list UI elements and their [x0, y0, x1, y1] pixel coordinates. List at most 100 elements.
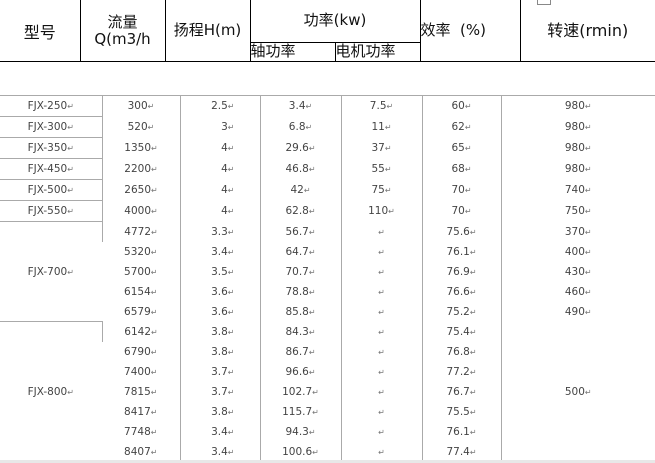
pump-spec-table: FJX-250 300 2.5 3.4 7.5 60 980 FJX-300 520 3 6.8 11…	[0, 95, 655, 462]
speed-cell-value: 980	[565, 163, 592, 175]
efficiency-cell-value: 65	[451, 142, 471, 154]
motor-power-cell-value: 75	[371, 184, 391, 196]
shaft-power-cell-value: 78.8	[285, 286, 315, 298]
head-cell-value: 3.4	[211, 246, 234, 258]
table-row: 6579 3.6 85.8 75.2 490	[0, 301, 655, 322]
motor-power-cell-value	[378, 366, 385, 378]
efficiency-cell: 77.4	[421, 441, 501, 462]
efficiency-cell-value: 75.2	[446, 306, 476, 318]
motor-power-cell-value	[378, 266, 385, 278]
motor-power-cell: 75	[340, 179, 422, 201]
shaft-power-cell: 85.8	[259, 301, 341, 322]
shaft-power-cell-value: 96.6	[285, 366, 315, 378]
motor-power-cell	[340, 341, 422, 362]
efficiency-cell: 60	[421, 95, 501, 117]
flow-cell: 6790	[102, 342, 180, 362]
head-cell-value: 3.6	[211, 306, 234, 318]
shaft-power-cell: 56.7	[259, 221, 341, 242]
head-cell: 3.8	[179, 341, 260, 362]
model-cell: FJX-800	[0, 321, 102, 462]
head-cell-value: 4	[221, 184, 234, 196]
flow-cell-value: 6154	[124, 286, 157, 298]
speed-cell-value: 750	[565, 205, 592, 217]
shaft-power-cell-value: 42	[290, 184, 310, 196]
head-cell-value: 3.8	[211, 326, 234, 338]
efficiency-cell-value: 60	[451, 100, 471, 112]
flow-cell: 2200	[101, 158, 180, 180]
table-row: 5320 3.4 64.7 76.1 400	[0, 241, 655, 262]
flow-cell: 8417	[102, 402, 180, 422]
flow-cell-value: 7815	[124, 386, 157, 398]
shaft-power-cell-value: 84.3	[285, 326, 315, 338]
flow-cell-value: 5700	[124, 266, 157, 278]
flow-cell-value: 7748	[124, 426, 157, 438]
model-cell-value: FJX-800	[28, 386, 74, 398]
head-cell-value: 4	[221, 205, 234, 217]
flow-cell: 7815	[102, 382, 180, 402]
motor-power-cell-value: 110	[368, 205, 395, 217]
shaft-power-cell-value: 56.7	[285, 226, 315, 238]
speed-cell-value: 400	[565, 246, 592, 258]
efficiency-cell-value: 70	[451, 184, 471, 196]
speed-cell: 400	[500, 241, 655, 262]
head-cell-value: 3.8	[211, 406, 234, 418]
model-cell-value: FJX-500	[28, 184, 74, 196]
model-cell: FJX-300	[0, 116, 102, 138]
efficiency-cell: 75.4	[421, 321, 501, 342]
head-cell: 3.8	[179, 401, 260, 422]
speed-cell: 430	[500, 261, 655, 282]
header-table: 型号 流量 Q(m3/h 扬程H(m) 功率(kw) 效率 (%) 转速(rmin…	[0, 0, 655, 61]
efficiency-cell-value: 75.6	[446, 226, 476, 238]
flow-cell: 2650	[101, 179, 180, 201]
head-cell-value: 3.4	[211, 426, 234, 438]
flow-cell: 4772	[101, 221, 180, 242]
motor-power-cell: 7.5	[340, 95, 422, 117]
motor-power-cell: 55	[340, 158, 422, 180]
flow-cell-value: 300	[128, 100, 155, 112]
motor-power-cell-value: 55	[371, 163, 391, 175]
header-flow-line1: 流量	[107, 12, 138, 31]
efficiency-cell-value: 76.9	[446, 266, 476, 278]
shaft-power-cell: 3.4	[259, 95, 341, 117]
table-row: 5700 3.5 70.7 76.9 430	[0, 261, 655, 282]
motor-power-cell-value	[378, 306, 385, 318]
motor-power-cell: 37	[340, 137, 422, 159]
speed-cell: 740	[500, 179, 655, 201]
table-row: FJX-300 520 3 6.8 11 62 980	[0, 116, 655, 138]
header-model: 型号	[0, 0, 81, 61]
efficiency-cell: 62	[421, 116, 501, 138]
head-cell: 4	[179, 200, 260, 222]
speed-cell: 980	[500, 95, 655, 117]
table-row: 7748 3.4 94.3 76.1	[0, 421, 655, 442]
efficiency-cell: 76.9	[421, 261, 501, 282]
motor-power-cell	[340, 381, 422, 402]
motor-power-cell-value: 7.5	[370, 100, 393, 112]
speed-cell-value: 460	[565, 286, 592, 298]
table-row: FJX-500 2650 4 42 75 70 740	[0, 179, 655, 201]
speed-cell-value: 490	[565, 306, 592, 318]
efficiency-cell-value: 75.5	[446, 406, 476, 418]
model-cell: FJX-550	[0, 200, 102, 222]
efficiency-cell: 76.1	[421, 421, 501, 442]
motor-power-cell	[340, 441, 422, 462]
speed-cell-value: 980	[565, 121, 592, 133]
head-cell-value: 4	[221, 163, 234, 175]
speed-cell: 980	[500, 158, 655, 180]
shaft-power-cell: 6.8	[259, 116, 341, 138]
flow-cell: 5320	[102, 242, 180, 262]
efficiency-cell: 76.7	[421, 381, 501, 402]
shaft-power-cell-value: 46.8	[285, 163, 315, 175]
shaft-power-cell-value: 100.6	[282, 446, 319, 458]
shaft-power-cell: 70.7	[259, 261, 341, 282]
motor-power-cell	[340, 261, 422, 282]
efficiency-cell-value: 75.4	[446, 326, 476, 338]
motor-power-cell-value: 37	[371, 142, 391, 154]
motor-power-cell	[340, 241, 422, 262]
shaft-power-cell: 46.8	[259, 158, 341, 180]
flow-cell: 6579	[102, 302, 180, 322]
head-cell: 3.5	[179, 261, 260, 282]
header-efficiency: 效率 (%)	[420, 0, 521, 61]
page-bottom-edge	[0, 460, 655, 463]
flow-cell-value: 520	[128, 121, 155, 133]
flow-cell-value: 1350	[124, 142, 157, 154]
